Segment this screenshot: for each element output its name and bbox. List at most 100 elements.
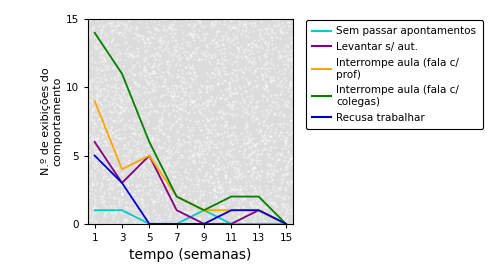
Point bbox=[99, 25, 107, 29]
Point bbox=[120, 28, 128, 32]
Point bbox=[101, 212, 108, 216]
Point bbox=[243, 129, 251, 133]
Point bbox=[286, 84, 294, 88]
Point bbox=[251, 23, 259, 28]
Point bbox=[191, 198, 199, 202]
Point bbox=[170, 208, 178, 212]
Point bbox=[220, 42, 227, 47]
Point bbox=[113, 219, 121, 223]
Point bbox=[186, 141, 194, 146]
Point bbox=[85, 132, 93, 136]
Point bbox=[181, 90, 189, 94]
Point bbox=[132, 154, 140, 158]
Point bbox=[241, 22, 248, 26]
Point bbox=[229, 100, 237, 104]
Point bbox=[160, 18, 168, 22]
Point bbox=[154, 84, 162, 88]
Point bbox=[131, 119, 139, 123]
Point bbox=[199, 31, 206, 36]
Point bbox=[187, 54, 195, 58]
Point bbox=[254, 141, 262, 146]
Point bbox=[131, 154, 139, 158]
Point bbox=[206, 140, 214, 144]
Point bbox=[245, 201, 253, 205]
Point bbox=[189, 159, 197, 164]
Point bbox=[161, 141, 168, 145]
Point bbox=[238, 131, 245, 135]
Point bbox=[108, 55, 116, 59]
Point bbox=[186, 128, 194, 132]
Point bbox=[135, 54, 142, 58]
Point bbox=[167, 149, 175, 153]
Point bbox=[277, 54, 285, 58]
Point bbox=[92, 124, 100, 128]
Point bbox=[286, 82, 294, 86]
Point bbox=[205, 162, 213, 167]
Point bbox=[144, 44, 152, 48]
Point bbox=[133, 33, 141, 37]
Point bbox=[282, 171, 290, 175]
Point bbox=[130, 189, 138, 193]
Point bbox=[100, 165, 107, 170]
Point bbox=[118, 191, 125, 196]
Point bbox=[266, 94, 274, 98]
Point bbox=[153, 216, 161, 221]
Point bbox=[147, 197, 155, 201]
Point bbox=[91, 149, 99, 153]
Point bbox=[239, 192, 246, 196]
Point bbox=[152, 180, 160, 184]
Point bbox=[170, 90, 178, 94]
Point bbox=[177, 213, 185, 217]
Point bbox=[169, 22, 177, 27]
Point bbox=[89, 128, 97, 132]
Point bbox=[115, 96, 122, 100]
Point bbox=[128, 76, 136, 81]
Point bbox=[183, 43, 191, 47]
Point bbox=[105, 103, 113, 107]
Point bbox=[286, 80, 294, 84]
Point bbox=[168, 183, 176, 187]
Point bbox=[210, 192, 218, 196]
Point bbox=[86, 191, 94, 195]
Point bbox=[271, 194, 279, 198]
Point bbox=[120, 184, 128, 188]
Point bbox=[259, 194, 266, 198]
Point bbox=[112, 24, 120, 28]
Point bbox=[235, 210, 243, 215]
Point bbox=[272, 203, 280, 207]
Point bbox=[177, 96, 184, 101]
Point bbox=[92, 92, 100, 97]
Point bbox=[149, 200, 157, 204]
Point bbox=[157, 203, 164, 208]
Point bbox=[165, 112, 173, 116]
Point bbox=[226, 92, 234, 97]
Point bbox=[130, 35, 138, 40]
Point bbox=[285, 179, 293, 183]
Point bbox=[111, 109, 119, 113]
Point bbox=[127, 177, 135, 181]
Point bbox=[94, 44, 102, 48]
Point bbox=[165, 163, 173, 167]
Point bbox=[90, 44, 98, 49]
Point bbox=[131, 128, 139, 132]
Point bbox=[98, 41, 106, 46]
Point bbox=[161, 204, 169, 209]
Point bbox=[222, 72, 229, 76]
Point bbox=[200, 53, 207, 57]
Point bbox=[106, 110, 114, 114]
Point bbox=[115, 178, 123, 182]
Point bbox=[281, 220, 289, 224]
Point bbox=[288, 162, 296, 166]
Point bbox=[252, 176, 260, 180]
Point bbox=[236, 172, 244, 176]
Point bbox=[226, 154, 234, 158]
Point bbox=[221, 79, 229, 83]
Point bbox=[283, 58, 290, 62]
Point bbox=[242, 28, 250, 32]
Point bbox=[247, 45, 255, 50]
Point bbox=[283, 43, 290, 47]
Point bbox=[227, 133, 235, 138]
Point bbox=[274, 83, 282, 87]
Point bbox=[137, 73, 144, 77]
Point bbox=[193, 150, 201, 154]
